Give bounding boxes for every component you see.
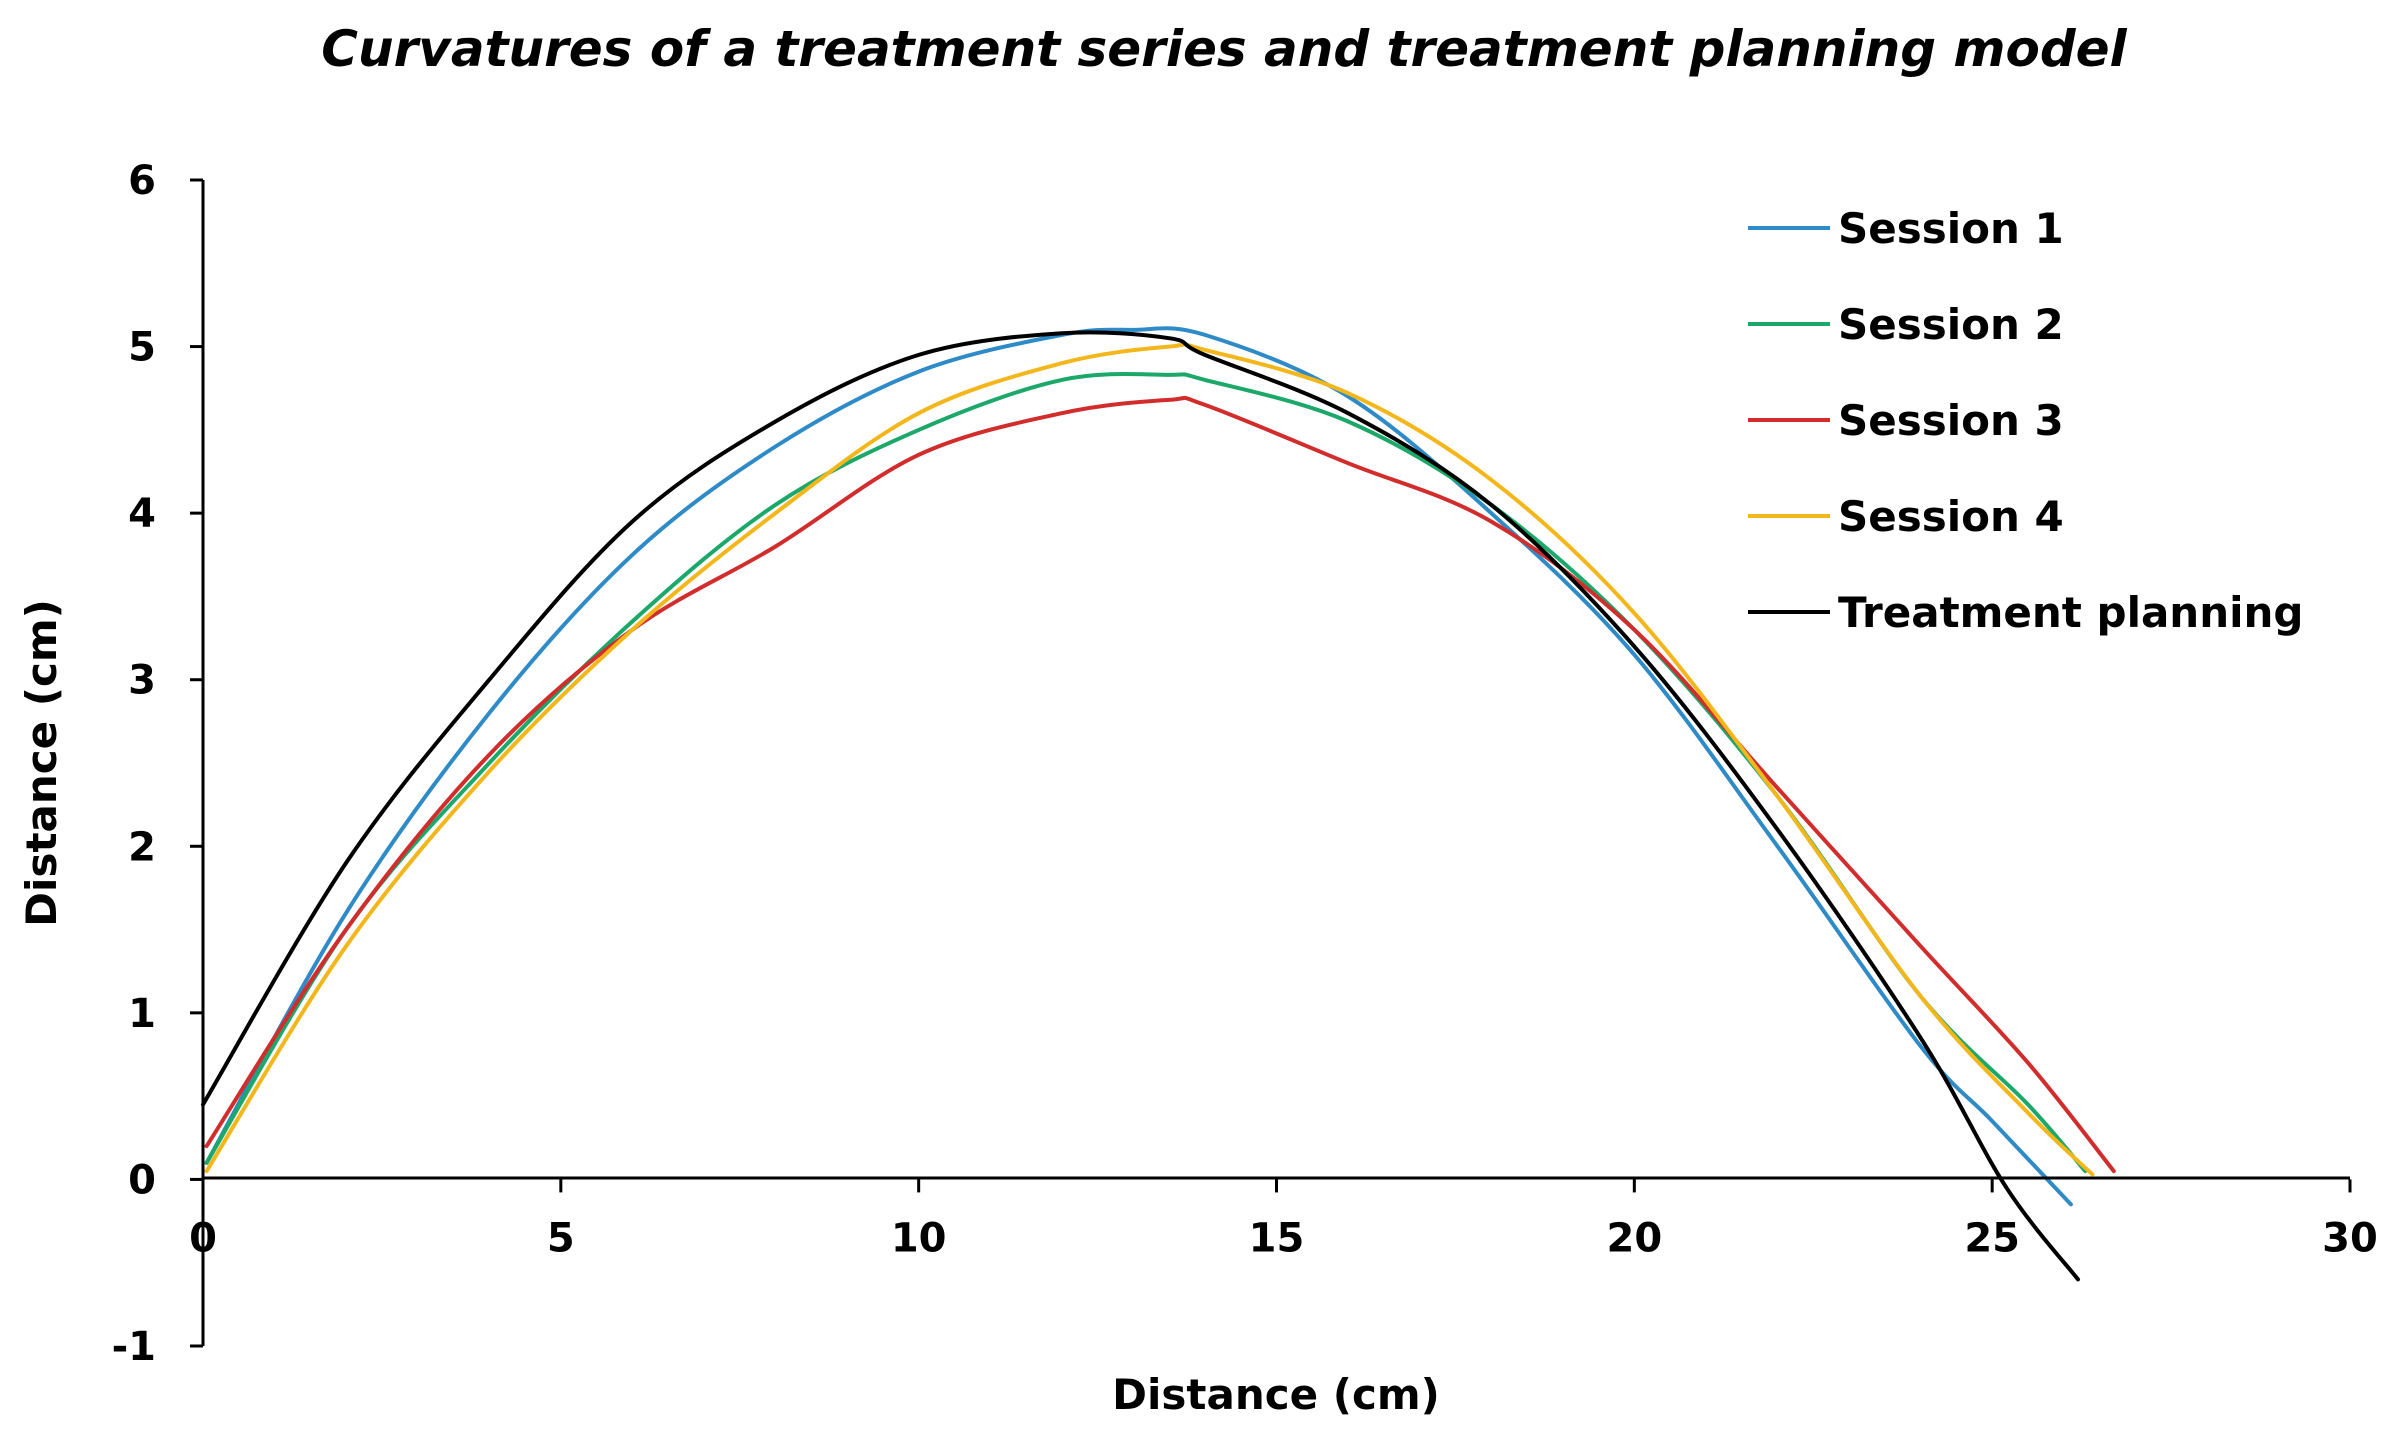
- legend-label-session-4: Session 4: [1838, 492, 2064, 541]
- x-axis-label: Distance (cm): [1112, 1370, 1440, 1419]
- legend: Session 1 Session 2 Session 3 Session 4 Trea…: [1748, 204, 2303, 637]
- x-tick-label: 5: [547, 1215, 575, 1261]
- series-line-treatment-planning: [201, 330, 2080, 1282]
- y-tick-label: 1: [128, 991, 156, 1037]
- x-tick-label: 30: [2322, 1215, 2378, 1261]
- y-tick-label: 6: [128, 158, 156, 204]
- y-tick-label: 5: [128, 325, 156, 371]
- legend-label-treatment-planning: Treatment planning: [1838, 588, 2303, 637]
- x-axis-ticks: 0 5 10 15 20 25 30: [189, 1179, 2378, 1261]
- series-line-session-3: [204, 395, 2116, 1174]
- x-tick-label: 0: [189, 1215, 217, 1261]
- series-line-session-4: [204, 342, 2095, 1177]
- series-line-session-1: [204, 326, 2073, 1207]
- y-tick-label: 2: [128, 824, 156, 870]
- legend-label-session-1: Session 1: [1838, 204, 2064, 253]
- y-tick-label: 3: [128, 658, 156, 704]
- y-tick-label: 4: [128, 491, 156, 537]
- y-tick-label: 0: [128, 1157, 156, 1203]
- x-tick-label: 10: [891, 1215, 947, 1261]
- legend-label-session-3: Session 3: [1838, 396, 2064, 445]
- y-tick-label: -1: [112, 1324, 156, 1370]
- plot-lines: [201, 326, 2116, 1282]
- y-axis-label: Distance (cm): [17, 599, 66, 927]
- x-tick-label: 20: [1606, 1215, 1662, 1261]
- legend-label-session-2: Session 2: [1838, 300, 2064, 349]
- x-tick-label: 15: [1249, 1215, 1305, 1261]
- y-axis-ticks: -1 0 1 2 3 4 5 6: [112, 158, 203, 1370]
- chart-title: Curvatures of a treatment series and tre…: [321, 20, 2127, 78]
- x-tick-label: 25: [1964, 1215, 2020, 1261]
